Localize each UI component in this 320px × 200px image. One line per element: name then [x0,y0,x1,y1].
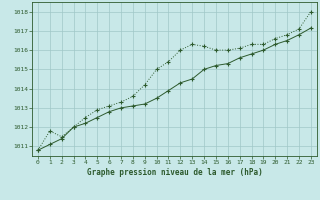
X-axis label: Graphe pression niveau de la mer (hPa): Graphe pression niveau de la mer (hPa) [86,168,262,177]
